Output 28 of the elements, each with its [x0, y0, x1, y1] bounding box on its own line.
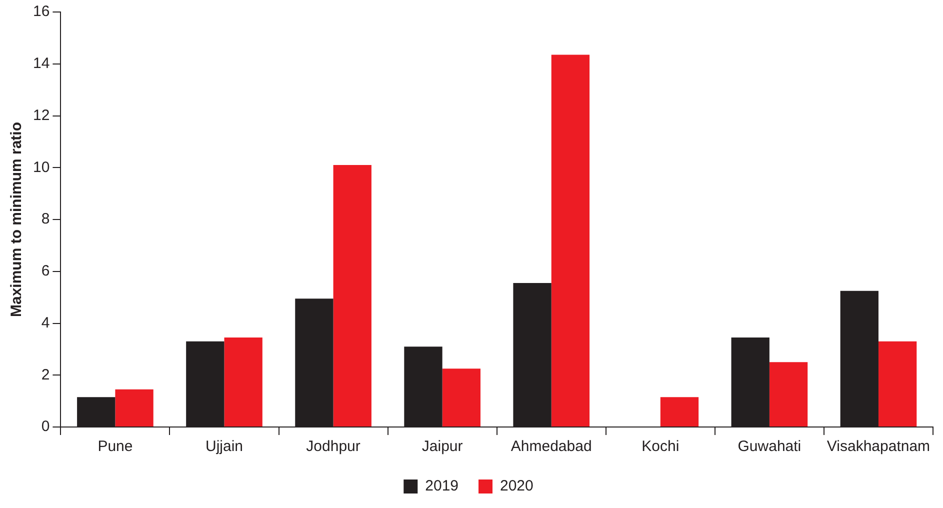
bar: [224, 338, 262, 426]
bar: [333, 165, 372, 426]
x-tick-label: Ahmedabad: [510, 438, 592, 456]
y-tick-label: 8: [41, 210, 50, 228]
x-tick-label: Pune: [98, 438, 133, 456]
x-tick-label: Visakhapatnam: [826, 438, 930, 456]
bar: [115, 389, 154, 426]
bar: [551, 54, 590, 426]
x-tick-label: Kochi: [642, 438, 680, 456]
x-tick-label: Jaipur: [422, 438, 463, 456]
y-tick-label: 16: [32, 3, 50, 20]
legend-label: 2019: [425, 478, 459, 495]
y-tick-label: 0: [41, 418, 50, 436]
bar: [442, 368, 480, 426]
y-axis-title: Maximum to minimum ratio: [8, 122, 26, 318]
y-tick-label: 10: [32, 158, 50, 176]
bar: [878, 341, 917, 426]
bar: [660, 397, 699, 426]
legend-label: 2020: [500, 478, 534, 495]
x-tick-label: Jodhpur: [306, 438, 360, 456]
y-tick-label: 12: [32, 106, 50, 124]
y-tick-label: 14: [32, 55, 50, 72]
y-tick-label: 4: [41, 314, 50, 332]
bar: [769, 362, 808, 426]
x-tick-label: Guwahati: [738, 438, 802, 456]
y-tick-label: 2: [41, 366, 50, 384]
y-tick-label: 6: [41, 262, 50, 280]
x-tick-label: Ujjain: [205, 438, 243, 456]
